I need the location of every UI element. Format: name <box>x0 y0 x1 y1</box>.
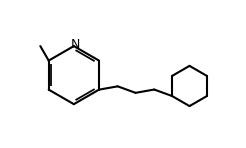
Text: N: N <box>70 38 80 51</box>
